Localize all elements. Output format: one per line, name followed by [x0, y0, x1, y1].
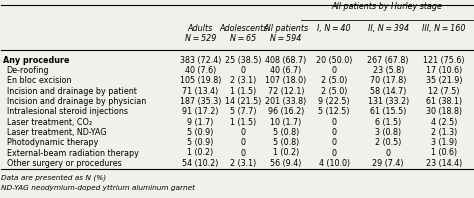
- Text: 12 (7.5): 12 (7.5): [428, 87, 460, 96]
- Text: 408 (68.7): 408 (68.7): [265, 56, 307, 65]
- Text: 61 (15.5): 61 (15.5): [370, 107, 406, 116]
- Text: 4 (10.0): 4 (10.0): [319, 159, 350, 168]
- Text: 6 (1.5): 6 (1.5): [375, 118, 401, 127]
- Text: 201 (33.8): 201 (33.8): [265, 97, 307, 106]
- Text: All patients by Hurley stage: All patients by Hurley stage: [332, 3, 442, 11]
- Text: 91 (17.2): 91 (17.2): [182, 107, 219, 116]
- Text: II, N = 394: II, N = 394: [368, 24, 409, 33]
- Text: 40 (7.6): 40 (7.6): [185, 66, 216, 75]
- Text: Laser treatment, CO₂: Laser treatment, CO₂: [7, 118, 92, 127]
- Text: 0: 0: [332, 138, 337, 147]
- Text: Laser treatment, ND-YAG: Laser treatment, ND-YAG: [7, 128, 106, 137]
- Text: 131 (33.2): 131 (33.2): [367, 97, 409, 106]
- Text: 1 (1.5): 1 (1.5): [230, 87, 256, 96]
- Text: Data are presented as N (%): Data are presented as N (%): [1, 175, 106, 181]
- Text: 20 (50.0): 20 (50.0): [316, 56, 352, 65]
- Text: 96 (16.2): 96 (16.2): [268, 107, 304, 116]
- Text: 70 (17.8): 70 (17.8): [370, 76, 406, 85]
- Text: 0: 0: [241, 148, 246, 157]
- Text: 0: 0: [386, 148, 391, 157]
- Text: Adolescents
N = 65: Adolescents N = 65: [219, 24, 267, 43]
- Text: 40 (6.7): 40 (6.7): [270, 66, 301, 75]
- Text: En bloc excision: En bloc excision: [7, 76, 71, 85]
- Text: 3 (1.9): 3 (1.9): [431, 138, 457, 147]
- Text: 1 (0.2): 1 (0.2): [273, 148, 299, 157]
- Text: 3 (0.8): 3 (0.8): [375, 128, 401, 137]
- Text: Photodynamic therapy: Photodynamic therapy: [7, 138, 98, 147]
- Text: Incision and drainage by patient: Incision and drainage by patient: [7, 87, 137, 96]
- Text: 383 (72.4): 383 (72.4): [180, 56, 221, 65]
- Text: 72 (12.1): 72 (12.1): [267, 87, 304, 96]
- Text: ND-YAG neodymium-doped yttrium aluminum garnet: ND-YAG neodymium-doped yttrium aluminum …: [1, 185, 195, 191]
- Text: 0: 0: [241, 138, 246, 147]
- Text: All patients
N = 594: All patients N = 594: [263, 24, 309, 43]
- Text: 267 (67.8): 267 (67.8): [367, 56, 409, 65]
- Text: 5 (7.7): 5 (7.7): [230, 107, 256, 116]
- Text: 1 (0.6): 1 (0.6): [431, 148, 457, 157]
- Text: 29 (7.4): 29 (7.4): [373, 159, 404, 168]
- Text: Adults
N = 529: Adults N = 529: [185, 24, 216, 43]
- Text: 0: 0: [332, 148, 337, 157]
- Text: 2 (1.3): 2 (1.3): [431, 128, 457, 137]
- Text: 58 (14.7): 58 (14.7): [370, 87, 406, 96]
- Text: 23 (5.8): 23 (5.8): [373, 66, 404, 75]
- Text: 0: 0: [241, 128, 246, 137]
- Text: 9 (22.5): 9 (22.5): [319, 97, 350, 106]
- Text: 10 (1.7): 10 (1.7): [270, 118, 301, 127]
- Text: Incision and drainage by physician: Incision and drainage by physician: [7, 97, 146, 106]
- Text: 107 (18.0): 107 (18.0): [265, 76, 307, 85]
- Text: 5 (12.5): 5 (12.5): [319, 107, 350, 116]
- Text: 61 (38.1): 61 (38.1): [426, 97, 462, 106]
- Text: Intralesional steroid injections: Intralesional steroid injections: [7, 107, 128, 116]
- Text: 2 (3.1): 2 (3.1): [230, 76, 256, 85]
- Text: 5 (0.9): 5 (0.9): [187, 138, 214, 147]
- Text: Any procedure: Any procedure: [3, 56, 69, 65]
- Text: 105 (19.8): 105 (19.8): [180, 76, 221, 85]
- Text: 1 (0.2): 1 (0.2): [187, 148, 214, 157]
- Text: Other surgery or procedures: Other surgery or procedures: [7, 159, 121, 168]
- Text: 121 (75.6): 121 (75.6): [423, 56, 465, 65]
- Text: III, N = 160: III, N = 160: [422, 24, 466, 33]
- Text: I, N = 40: I, N = 40: [318, 24, 351, 33]
- Text: 17 (10.6): 17 (10.6): [426, 66, 462, 75]
- Text: 1 (1.5): 1 (1.5): [230, 118, 256, 127]
- Text: 2 (5.0): 2 (5.0): [321, 76, 347, 85]
- Text: 25 (38.5): 25 (38.5): [225, 56, 262, 65]
- Text: 54 (10.2): 54 (10.2): [182, 159, 219, 168]
- Text: 71 (13.4): 71 (13.4): [182, 87, 219, 96]
- Text: 9 (1.7): 9 (1.7): [187, 118, 214, 127]
- Text: 56 (9.4): 56 (9.4): [270, 159, 301, 168]
- Text: 0: 0: [332, 118, 337, 127]
- Text: 5 (0.8): 5 (0.8): [273, 138, 299, 147]
- Text: 2 (5.0): 2 (5.0): [321, 87, 347, 96]
- Text: De-roofing: De-roofing: [7, 66, 49, 75]
- Text: 23 (14.4): 23 (14.4): [426, 159, 462, 168]
- Text: 2 (0.5): 2 (0.5): [375, 138, 401, 147]
- Text: 2 (3.1): 2 (3.1): [230, 159, 256, 168]
- Text: 187 (35.3): 187 (35.3): [180, 97, 221, 106]
- Text: 4 (2.5): 4 (2.5): [431, 118, 457, 127]
- Text: 0: 0: [241, 66, 246, 75]
- Text: 30 (18.8): 30 (18.8): [426, 107, 462, 116]
- Text: 0: 0: [332, 66, 337, 75]
- Text: 5 (0.9): 5 (0.9): [187, 128, 214, 137]
- Text: 5 (0.8): 5 (0.8): [273, 128, 299, 137]
- Text: 14 (21.5): 14 (21.5): [225, 97, 261, 106]
- Text: 0: 0: [332, 128, 337, 137]
- Text: 35 (21.9): 35 (21.9): [426, 76, 463, 85]
- Text: External-beam radiation therapy: External-beam radiation therapy: [7, 148, 138, 157]
